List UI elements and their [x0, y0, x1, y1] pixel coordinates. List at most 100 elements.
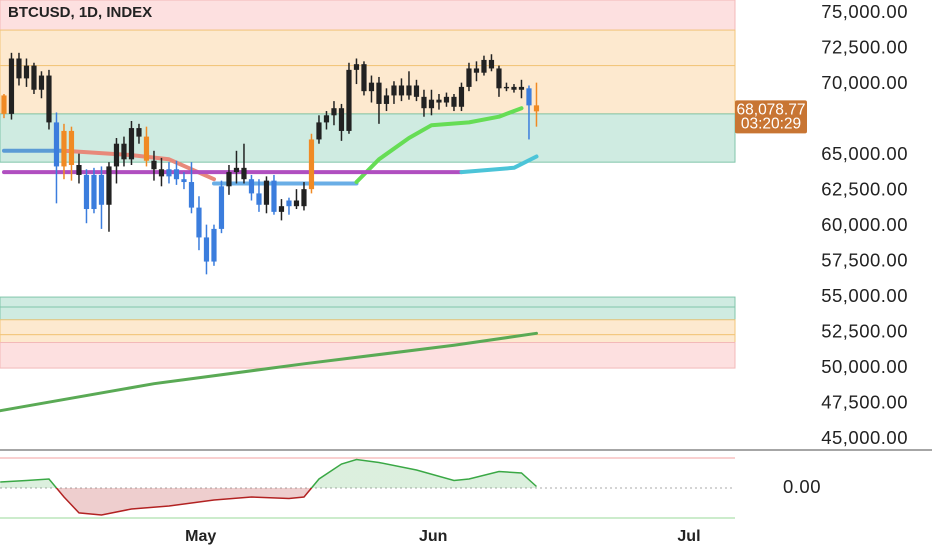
- zone: [0, 29, 736, 67]
- y-tick-label: 75,000.00: [821, 1, 908, 22]
- y-tick-label: 65,000.00: [821, 143, 908, 164]
- candle-body: [218, 186, 225, 229]
- candle-body: [128, 128, 135, 160]
- candle-body: [301, 189, 307, 207]
- candle-body: [91, 174, 97, 210]
- y-tick-label: 70,000.00: [821, 72, 908, 93]
- plot: [0, 52, 540, 413]
- candle-body: [278, 206, 285, 212]
- candle-body: [398, 85, 405, 96]
- candle-body: [421, 96, 427, 109]
- candle-body: [53, 122, 60, 167]
- candle-body: [293, 200, 300, 207]
- candle-body: [8, 58, 15, 114]
- candle-body: [31, 65, 37, 90]
- candle-body: [203, 237, 210, 262]
- price-tag: [735, 100, 807, 134]
- y-tick-label: 60,000.00: [821, 214, 908, 235]
- candle-body: [413, 85, 420, 97]
- candle-body: [286, 200, 292, 207]
- y-tick-label: 57,500.00: [821, 249, 908, 270]
- zone: [0, 306, 736, 321]
- candle-body: [428, 99, 435, 109]
- zone: [0, 319, 736, 336]
- candle-body: [16, 58, 22, 79]
- candle-body: [181, 179, 187, 183]
- y-tick-label: 50,000.00: [821, 356, 908, 377]
- candle-body: [368, 82, 375, 92]
- chart-title: BTCUSD, 1D, INDEX: [8, 4, 152, 21]
- candle-body: [256, 193, 262, 205]
- candle-body: [226, 172, 232, 187]
- candle-body: [106, 166, 112, 205]
- candle-body: [488, 59, 495, 69]
- candle-body: [166, 169, 172, 177]
- x-tick-label: Jul: [677, 528, 700, 545]
- candle-body: [173, 169, 180, 180]
- candle-body: [316, 122, 322, 140]
- candle-body: [143, 136, 150, 161]
- candle-body: [346, 69, 352, 131]
- candle-body: [376, 82, 382, 104]
- indicator-line: [354, 106, 524, 184]
- osc-tick-label: 0.00: [783, 476, 821, 497]
- indicator-line: [459, 154, 539, 175]
- candle-body: [196, 207, 202, 238]
- zone: [0, 334, 736, 344]
- candle-body: [526, 88, 532, 106]
- y-tick-label: 52,500.00: [821, 320, 908, 341]
- osc-area: [0, 459, 537, 515]
- candle-body: [518, 86, 525, 90]
- osc-line: [0, 458, 538, 516]
- candle-body: [323, 115, 330, 123]
- candle-body: [443, 96, 450, 103]
- candle-body: [458, 86, 465, 107]
- candle-body: [233, 167, 240, 173]
- candle-body: [361, 64, 367, 92]
- candle-body: [391, 85, 397, 96]
- candle-body: [263, 180, 270, 205]
- y-tick-label: 72,500.00: [821, 36, 908, 57]
- zone: [0, 65, 736, 115]
- candle-body: [436, 99, 442, 103]
- candle-body: [61, 130, 67, 167]
- candle-body: [496, 68, 502, 89]
- candle-body: [331, 108, 337, 116]
- candle-body: [151, 160, 157, 170]
- candle-body: [136, 128, 142, 137]
- zone: [0, 296, 736, 308]
- candle-body: [68, 130, 75, 166]
- candle-body: [38, 75, 45, 90]
- zone: [0, 0, 736, 31]
- candle-body: [308, 139, 315, 190]
- candle-body: [188, 182, 195, 208]
- x-tick-label: Jun: [419, 528, 447, 545]
- candle-body: [241, 167, 247, 180]
- candle-body: [76, 165, 82, 175]
- candle-body: [533, 105, 540, 112]
- x-tick-label: May: [185, 528, 216, 545]
- price-tag-countdown: 03:20:29: [741, 115, 801, 132]
- y-tick-label: 55,000.00: [821, 285, 908, 306]
- candle-body: [98, 174, 105, 205]
- y-tick-label: 45,000.00: [821, 427, 908, 448]
- candle-body: [406, 85, 412, 96]
- candle-body: [23, 65, 30, 79]
- candle-body: [473, 68, 480, 73]
- candle-body: [248, 179, 255, 194]
- candle-body: [338, 108, 345, 131]
- candle-body: [211, 228, 217, 262]
- candle-body: [271, 180, 277, 212]
- candle-body: [113, 143, 120, 167]
- price-tag-value: 68,078.77: [737, 101, 806, 118]
- candle-body: [383, 95, 390, 104]
- candle-body: [503, 86, 510, 89]
- candle-body: [353, 64, 360, 70]
- candle-body: [451, 96, 457, 107]
- candle-body: [158, 169, 165, 177]
- candle-body: [121, 143, 127, 160]
- candle-body: [481, 59, 487, 73]
- y-tick-label: 47,500.00: [821, 391, 908, 412]
